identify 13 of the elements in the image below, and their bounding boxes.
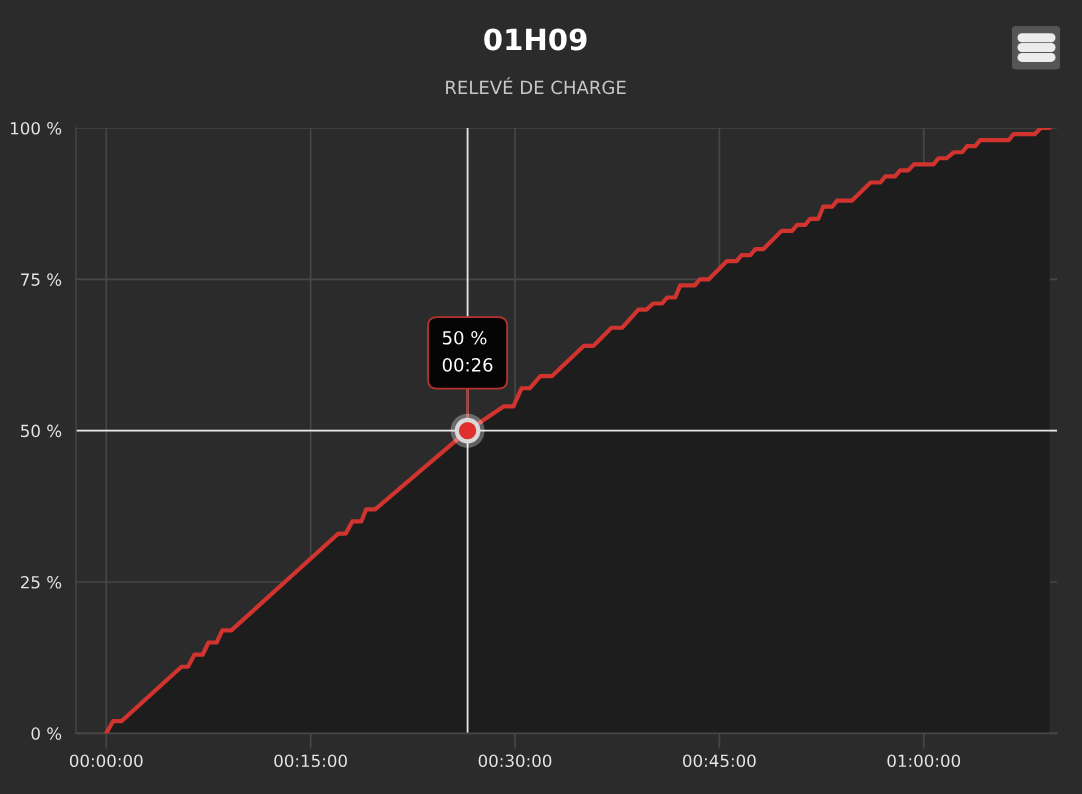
x-tick-label: 01:00:00 <box>887 754 961 768</box>
y-tick-label: 50 % <box>21 424 62 438</box>
y-tick-label: 100 % <box>11 121 62 135</box>
x-tick-label: 00:45:00 <box>683 754 756 768</box>
x-tick-label: 00:00:00 <box>69 754 143 768</box>
chart-title: 01H09 <box>484 28 587 51</box>
x-tick-label: 00:15:00 <box>274 754 347 768</box>
y-tick-label: 75 % <box>21 273 62 286</box>
annotation: 50 % 00:26 <box>442 330 493 372</box>
chart-subtitle: RELEVÉ DE CHARGE <box>446 77 626 95</box>
y-tick-label: 0 % <box>31 727 62 740</box>
y-tick-label: 25 % <box>20 575 62 589</box>
x-tick-label: 00:30:00 <box>478 754 552 768</box>
